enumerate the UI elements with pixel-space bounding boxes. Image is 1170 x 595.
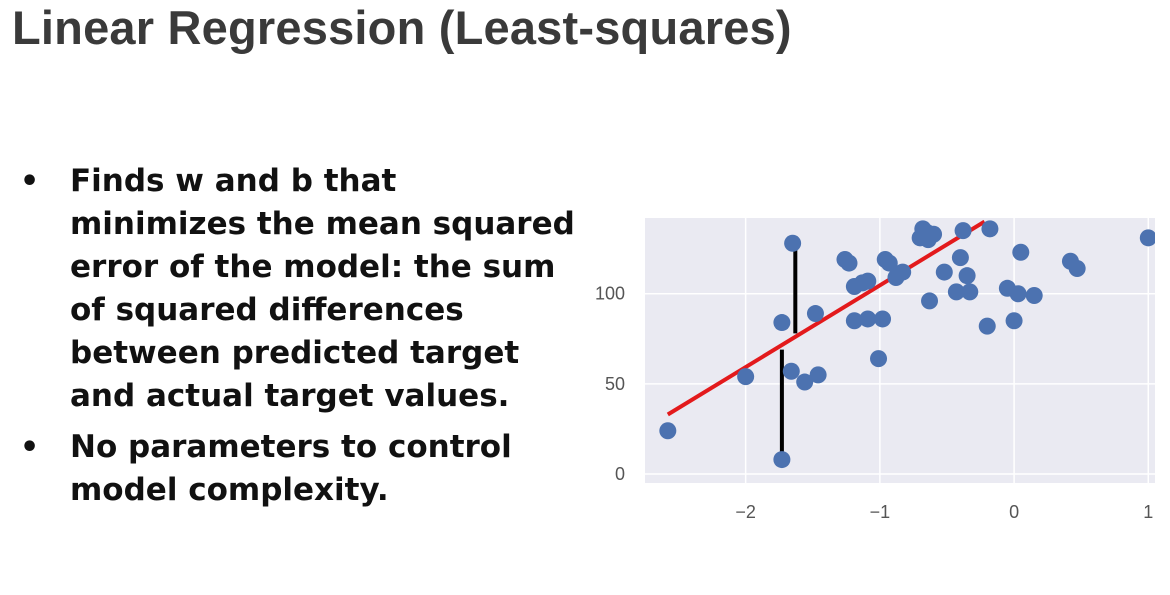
data-point — [954, 222, 972, 240]
data-point — [870, 350, 888, 368]
data-point — [845, 312, 863, 330]
data-point — [874, 310, 892, 328]
scatter-chart: −2 −1 0 1 0 50 100 — [595, 218, 1155, 522]
data-point — [806, 305, 824, 323]
bullet-item: • Finds w and b that minimizes the mean … — [18, 160, 578, 418]
data-point — [981, 220, 999, 238]
data-point — [1025, 287, 1043, 305]
data-point — [773, 314, 791, 332]
data-point — [1012, 243, 1030, 261]
data-point — [784, 234, 802, 252]
data-point — [1068, 259, 1086, 277]
bullet-marker: • — [20, 430, 40, 465]
data-point — [1139, 229, 1155, 247]
data-point — [935, 263, 953, 281]
data-point — [978, 317, 996, 335]
x-tick-label: 0 — [1009, 502, 1019, 522]
data-point — [809, 366, 827, 384]
data-point — [1005, 312, 1023, 330]
data-point — [737, 368, 755, 386]
bullet-item: • No parameters to control model complex… — [18, 426, 578, 512]
y-tick-label: 0 — [615, 464, 625, 484]
slide-title: Linear Regression (Least-squares) — [12, 1, 792, 54]
bullet-text-least-squares: Finds w and b that minimizes the mean sq… — [70, 163, 575, 414]
bullet-list: • Finds w and b that minimizes the mean … — [18, 160, 578, 520]
data-point — [921, 292, 939, 310]
regression-line — [666, 219, 986, 417]
bullet-marker: • — [20, 164, 40, 199]
data-point — [796, 373, 814, 391]
data-point — [894, 263, 912, 281]
data-point — [840, 254, 858, 272]
data-point — [659, 422, 677, 440]
data-point — [1009, 285, 1027, 303]
plot-background — [645, 218, 1155, 483]
x-tick-label: −1 — [870, 502, 891, 522]
data-point — [961, 283, 979, 301]
data-point — [947, 283, 965, 301]
y-tick-label: 100 — [595, 284, 625, 304]
x-tick-label: −2 — [735, 502, 756, 522]
data-point — [925, 225, 943, 243]
data-point — [859, 310, 877, 328]
data-point — [951, 249, 969, 267]
bullet-text-no-parameters: No parameters to control model complexit… — [70, 429, 512, 508]
data-point — [859, 272, 877, 290]
data-point — [773, 451, 791, 469]
data-point — [880, 254, 898, 272]
y-tick-label: 50 — [605, 374, 625, 394]
data-point — [782, 362, 800, 380]
data-point — [958, 267, 976, 285]
x-tick-label: 1 — [1143, 502, 1153, 522]
